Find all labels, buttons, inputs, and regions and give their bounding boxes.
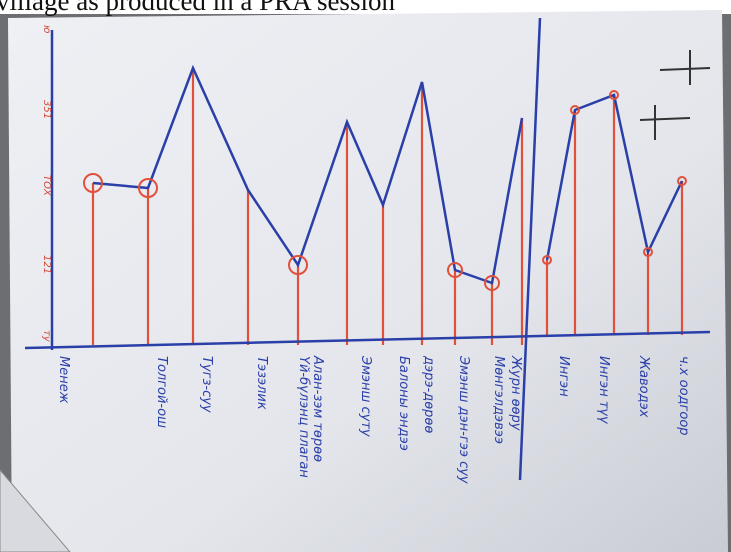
label: Үй-бүлэнц плаган: [296, 356, 311, 478]
caption-band: [0, 0, 731, 14]
label: Журн өөру: [508, 355, 523, 431]
label: Жаводэх: [636, 355, 651, 418]
label: Балоны эндээ: [396, 356, 411, 451]
caption: village as produced in a PRA session: [0, 0, 395, 16]
label: Алан-зэм төрөө: [310, 355, 325, 462]
label: Ингэн түү: [596, 356, 611, 424]
svg-text:121: 121: [41, 255, 52, 274]
label: Тэзэлик: [254, 356, 269, 410]
label: Мөнгэлдэвээ: [491, 356, 506, 444]
label: дэрэ-дөрөө: [421, 355, 436, 433]
label: Толгой-ош: [154, 356, 169, 428]
folded-corner: [0, 469, 71, 552]
svg-text:351: 351: [41, 100, 52, 119]
svg-text:ю: ю: [41, 25, 52, 33]
label: Менеж: [56, 356, 71, 404]
scale: ту 121 ТОХ 351 ю: [41, 25, 52, 343]
label: ч.х оодгоор: [676, 356, 691, 436]
x-axis: [24, 330, 711, 350]
divider: [518, 17, 542, 481]
circles: [83, 90, 687, 291]
trend-line: [545, 93, 684, 261]
trend-line: [92, 64, 524, 285]
svg-text:ТОХ: ТОХ: [41, 175, 52, 197]
paper: [8, 10, 728, 552]
legend-marks: [639, 50, 711, 140]
svg-text:ту: ту: [41, 330, 52, 343]
label: Ингэн: [556, 356, 571, 397]
label: Эмэнш суту: [358, 355, 373, 437]
labels: Менеж Толгой-ош Тугз-суу Тэзэлик Үй-бүлэнц п…: [56, 355, 691, 484]
label: Эмэнш дэн-гээ суу: [456, 355, 471, 484]
stems: [91, 68, 684, 345]
label: Тугз-суу: [199, 356, 214, 413]
